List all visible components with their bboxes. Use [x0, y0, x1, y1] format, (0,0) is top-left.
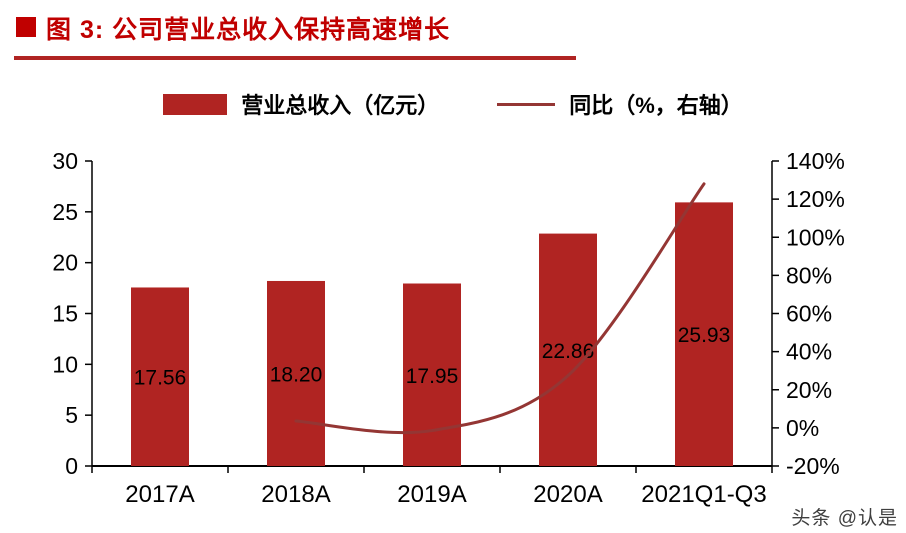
- left-axis-tick-label: 25: [52, 199, 78, 225]
- legend-item-revenue: 营业总收入（亿元）: [163, 88, 439, 120]
- bar-value-label: 22.86: [542, 340, 595, 363]
- bar-swatch-icon: [163, 93, 228, 115]
- bar-value-label: 17.95: [406, 365, 459, 388]
- figure-title: 图 3: 公司营业总收入保持高速增长: [46, 16, 451, 44]
- title-underline: [14, 56, 576, 60]
- bar-value-label: 18.20: [270, 363, 323, 386]
- right-axis-tick-label: -20%: [786, 453, 840, 479]
- category-label: 2021Q1-Q3: [641, 481, 766, 508]
- watermark: 头条 @认是: [791, 508, 898, 529]
- bar: [131, 287, 189, 466]
- right-axis-tick-label: 40%: [786, 339, 832, 365]
- bar-value-label: 17.56: [134, 367, 187, 390]
- legend-label-yoy: 同比（%，右轴）: [569, 93, 743, 118]
- category-label: 2018A: [261, 481, 330, 508]
- bar-value-label: 25.93: [678, 324, 731, 347]
- left-axis-tick-label: 15: [52, 301, 78, 327]
- yoy-trend-line: [294, 182, 706, 435]
- category-label: 2019A: [397, 481, 466, 508]
- title-bullet-square: [16, 17, 36, 37]
- line-swatch-icon: [497, 102, 556, 106]
- left-axis-tick-label: 0: [65, 453, 78, 479]
- chart-legend: 营业总收入（亿元） 同比（%，右轴）: [0, 88, 906, 120]
- bar: [403, 283, 461, 466]
- legend-item-yoy: 同比（%，右轴）: [497, 88, 743, 120]
- bar: [267, 280, 325, 466]
- category-label: 2020A: [533, 481, 602, 508]
- bar: [539, 233, 597, 466]
- right-axis-tick-label: 60%: [786, 301, 832, 327]
- combo-chart: 0 5 10 15 20 25 30 -20% 0% 20% 40% 60% 80% 100% 120% 14…: [52, 148, 845, 508]
- right-axis-tick-label: 80%: [786, 262, 832, 288]
- left-axis-tick-label: 5: [65, 402, 78, 428]
- left-axis-tick-label: 20: [52, 250, 78, 276]
- right-axis-tick-label: 0%: [786, 415, 819, 441]
- bar: [675, 202, 733, 466]
- left-axis-tick-label: 10: [52, 351, 78, 377]
- legend-label-revenue: 营业总收入（亿元）: [241, 93, 440, 118]
- right-axis-tick-label: 140%: [786, 148, 845, 174]
- right-axis-tick-label: 100%: [786, 224, 845, 250]
- right-axis-tick-label: 20%: [786, 377, 832, 403]
- category-label: 2017A: [125, 481, 194, 508]
- right-axis-tick-label: 120%: [786, 186, 845, 212]
- left-axis-tick-label: 30: [52, 148, 78, 174]
